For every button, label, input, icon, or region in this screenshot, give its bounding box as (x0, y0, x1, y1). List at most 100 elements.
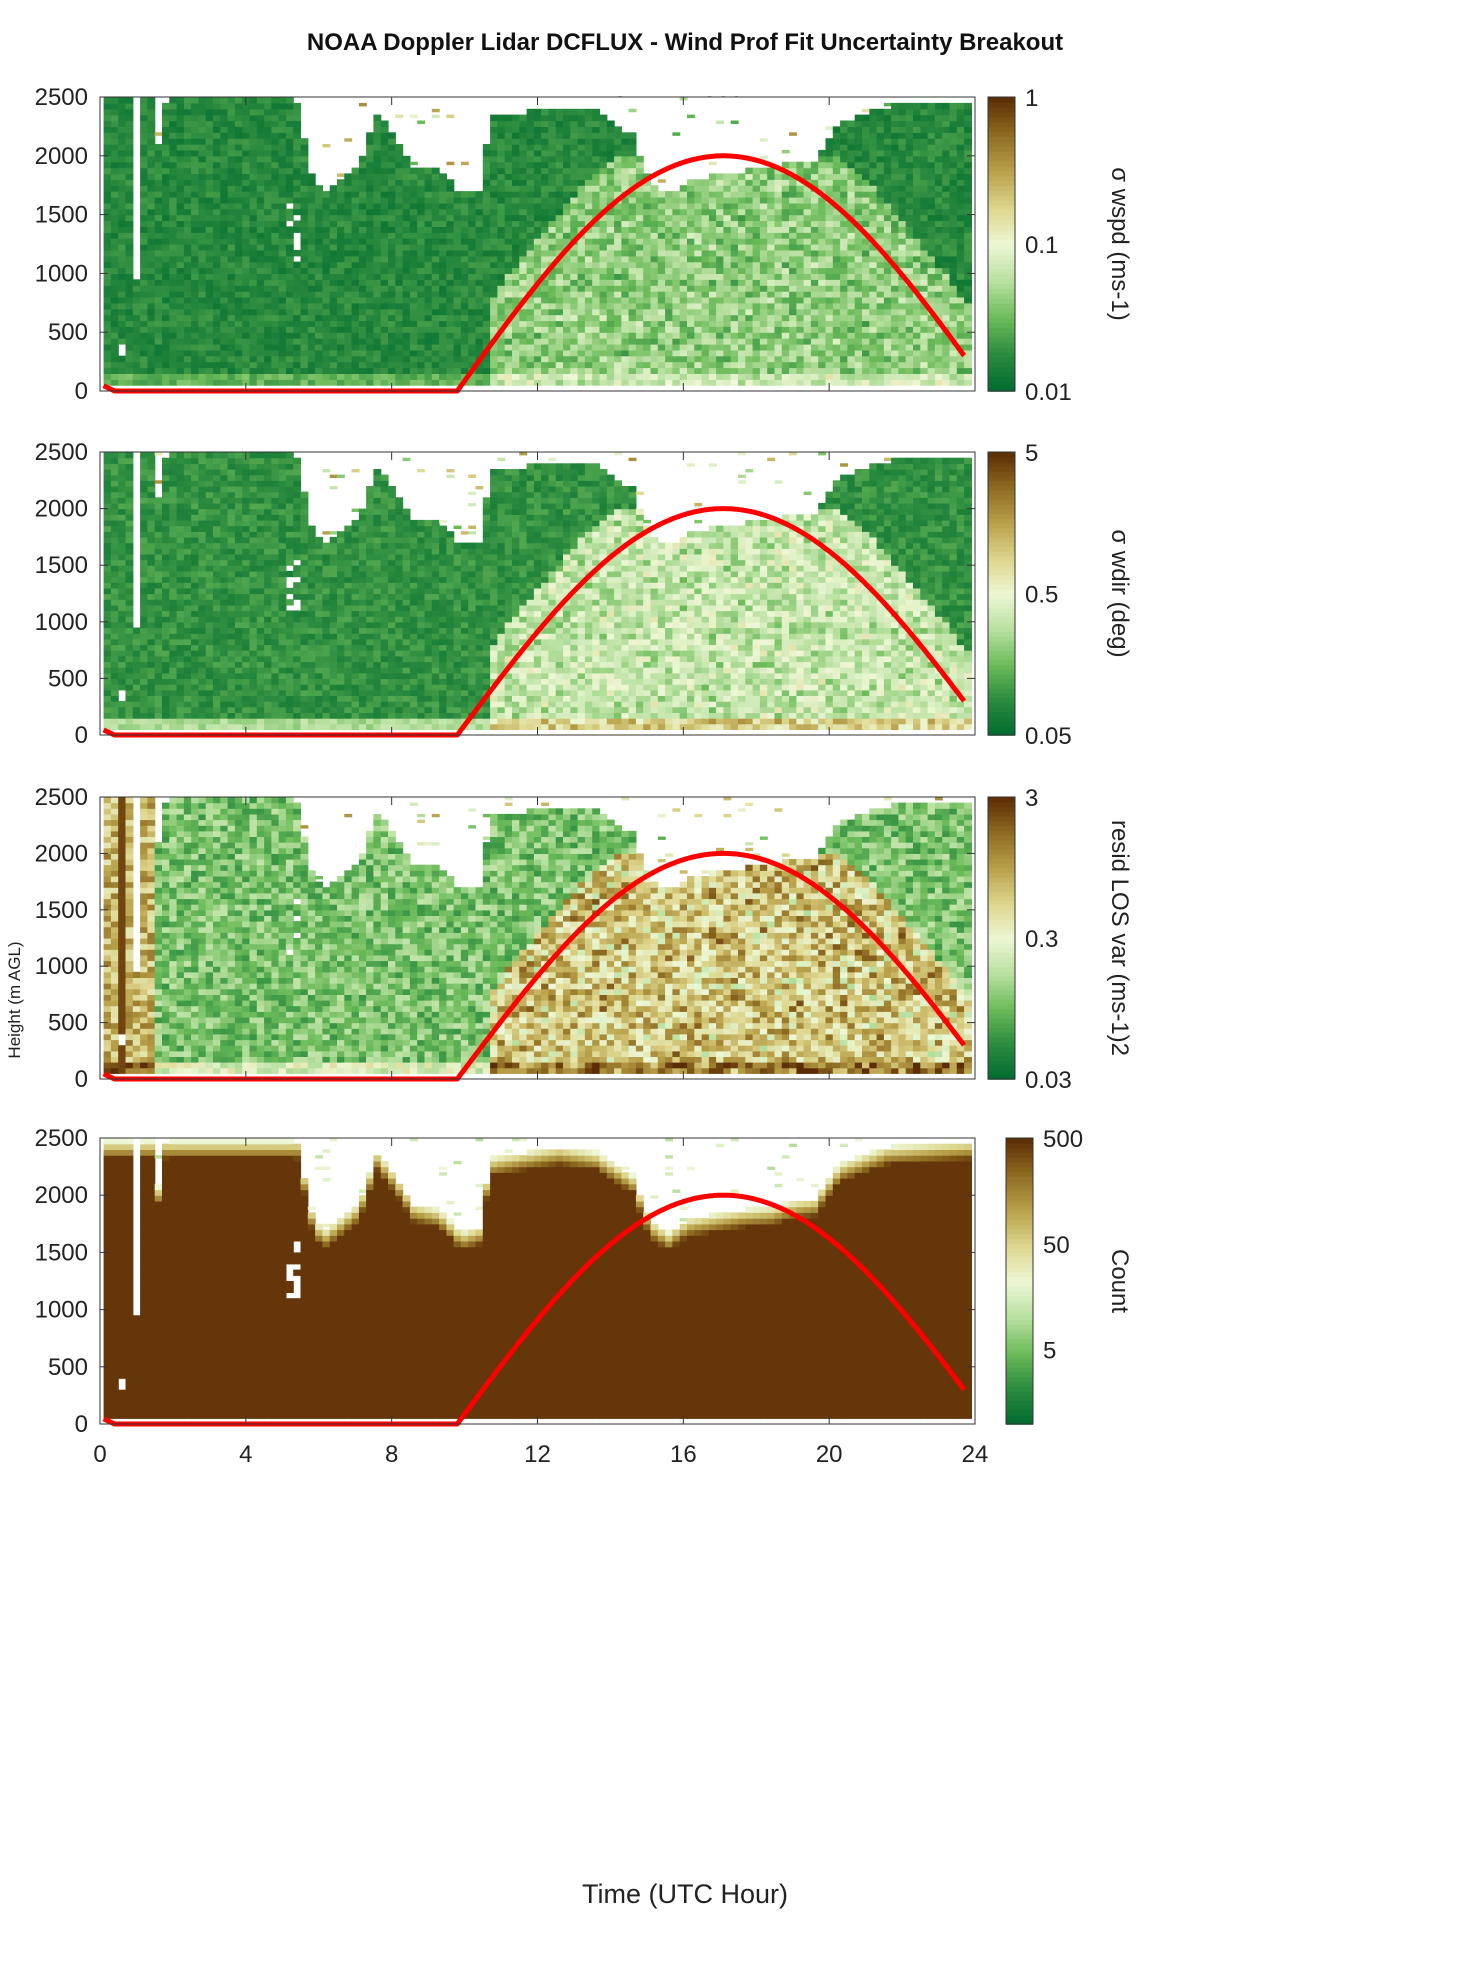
heatmap-cell (140, 255, 148, 263)
heatmap-cell (672, 214, 681, 222)
heatmap-cell (533, 355, 542, 363)
heatmap-cell (519, 214, 528, 222)
heatmap-cell (388, 220, 396, 227)
heatmap-cell (271, 97, 280, 104)
heatmap-cell (927, 226, 936, 233)
heatmap-cell (708, 267, 717, 274)
heatmap-cell (380, 379, 389, 386)
heatmap-cell (103, 273, 112, 280)
heatmap-cell (949, 208, 958, 216)
heatmap-cell (869, 267, 878, 274)
heatmap-cell (278, 173, 287, 180)
heatmap-cell (672, 308, 681, 316)
heatmap-cell (934, 296, 943, 304)
heatmap-cell (789, 344, 797, 351)
heatmap-cell (147, 220, 156, 227)
heatmap-cell (227, 161, 236, 169)
heatmap-cell (351, 355, 360, 363)
heatmap-cell (402, 155, 411, 163)
heatmap-cell (679, 361, 688, 369)
heatmap-cell (176, 320, 185, 327)
heatmap-cell (905, 191, 914, 198)
heatmap-cell (169, 214, 178, 222)
heatmap-cell (490, 179, 498, 186)
heatmap-cell (402, 185, 411, 192)
heatmap-cell (103, 232, 112, 239)
heatmap-cell (767, 226, 776, 233)
heatmap-cell (606, 338, 615, 345)
heatmap-cell (650, 191, 659, 198)
heatmap-cell (862, 191, 870, 198)
heatmap-cell (541, 244, 549, 251)
heatmap-cell (329, 197, 338, 204)
heatmap-cell (796, 302, 805, 310)
heatmap-cell (519, 279, 528, 286)
heatmap-cell (198, 167, 207, 175)
heatmap-cell (147, 114, 156, 122)
heatmap-cell (526, 344, 535, 351)
heatmap-cell (431, 308, 440, 316)
heatmap-cell (854, 155, 863, 163)
heatmap-cell (708, 326, 717, 333)
heatmap-cell (745, 308, 754, 316)
heatmap-cell (453, 232, 462, 239)
heatmap-cell (519, 302, 528, 310)
heatmap-cell (162, 167, 170, 175)
heatmap-cell (825, 285, 834, 292)
heatmap-cell (497, 302, 506, 310)
heatmap-cell (417, 173, 426, 180)
heatmap-cell (687, 244, 695, 251)
heatmap-cell (759, 273, 768, 280)
heatmap-cell (482, 226, 491, 233)
heatmap-cell (767, 202, 776, 210)
heatmap-cell (541, 202, 549, 210)
heatmap-cell (657, 208, 666, 216)
heatmap-cell (949, 197, 958, 204)
heatmap-cell (373, 308, 382, 316)
heatmap-cell (716, 338, 724, 345)
heatmap-cell (635, 238, 644, 245)
heatmap-cell (242, 249, 251, 257)
heatmap-cell (337, 296, 345, 304)
heatmap-cell (103, 355, 112, 363)
heatmap-cell (234, 344, 243, 351)
heatmap-cell (315, 296, 323, 304)
heatmap-cell (424, 279, 433, 286)
heatmap-cell (832, 126, 841, 133)
heatmap-cell (934, 208, 943, 216)
heatmap-cell (475, 320, 484, 327)
heatmap-cell (402, 167, 411, 175)
heatmap-cell (169, 149, 178, 157)
heatmap-cell (285, 132, 294, 139)
heatmap-cell (439, 355, 447, 363)
heatmap-cell (628, 202, 637, 210)
heatmap-cell (927, 314, 936, 322)
heatmap-cell (220, 349, 229, 357)
heatmap-cell (650, 267, 659, 274)
heatmap-cell (891, 226, 899, 233)
heatmap-cell (876, 185, 885, 192)
heatmap-cell (599, 120, 608, 127)
heatmap-cell (840, 338, 848, 345)
heatmap-cell (504, 261, 513, 269)
heatmap-cell (606, 373, 615, 380)
heatmap-cell (512, 279, 520, 286)
heatmap-cell (606, 273, 615, 280)
heatmap-cell (738, 214, 746, 222)
heatmap-cell (759, 238, 768, 245)
heatmap-cell (621, 149, 630, 157)
heatmap-cell (541, 167, 549, 175)
heatmap-cell (140, 296, 148, 304)
heatmap-cell (840, 326, 848, 333)
heatmap-cell (329, 249, 338, 257)
heatmap-cell (453, 255, 462, 263)
heatmap-cell (315, 338, 323, 345)
heatmap-cell (876, 367, 885, 374)
heatmap-cell (934, 285, 943, 292)
heatmap-cell (264, 167, 272, 175)
heatmap-cell (103, 167, 112, 175)
heatmap-cell (482, 202, 491, 210)
heatmap-cell (614, 249, 622, 257)
heatmap-cell (767, 361, 776, 369)
heatmap-cell (183, 326, 192, 333)
